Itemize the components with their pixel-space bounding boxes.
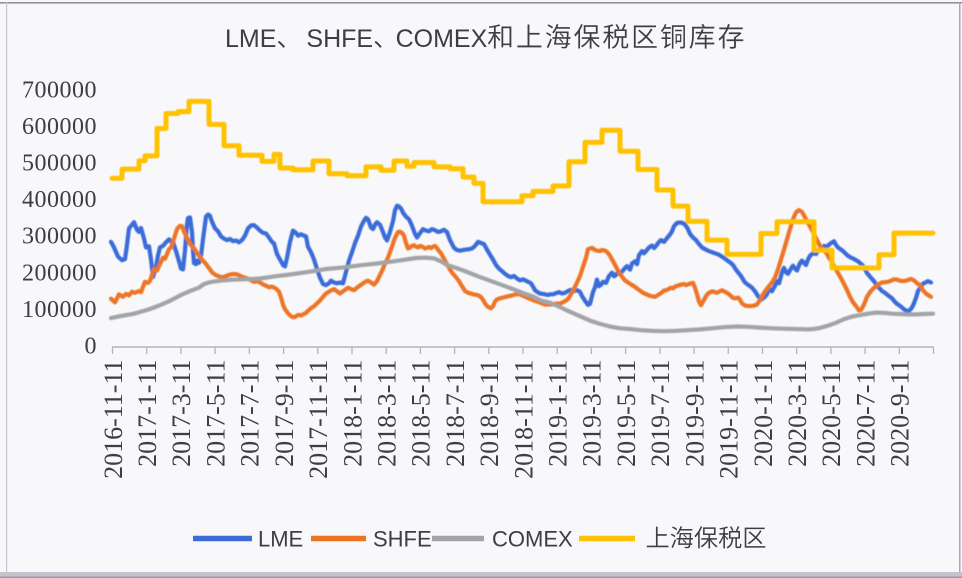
svg-text:SHFE: SHFE: [306, 25, 373, 53]
svg-text:100000: 100000: [22, 297, 97, 323]
svg-text:2020-1-11: 2020-1-11: [749, 360, 778, 467]
svg-text:2018-1-11: 2018-1-11: [338, 360, 367, 467]
svg-text:2016-11-11: 2016-11-11: [99, 360, 128, 479]
svg-text:2018-3-11: 2018-3-11: [373, 360, 402, 467]
svg-text:0: 0: [85, 334, 98, 360]
svg-text:400000: 400000: [22, 187, 97, 213]
svg-text:2017-5-11: 2017-5-11: [201, 360, 230, 467]
svg-text:700000: 700000: [22, 77, 97, 103]
svg-text:COMEX: COMEX: [396, 25, 488, 53]
svg-text:300000: 300000: [22, 224, 97, 250]
svg-text:LME: LME: [225, 25, 276, 53]
svg-text:2019-5-11: 2019-5-11: [612, 360, 641, 467]
svg-text:200000: 200000: [22, 260, 97, 286]
svg-text:2019-1-11: 2019-1-11: [544, 360, 573, 467]
svg-text:2019-9-11: 2019-9-11: [680, 360, 709, 467]
svg-text:600000: 600000: [22, 114, 97, 140]
svg-text:2019-3-11: 2019-3-11: [578, 360, 607, 467]
svg-text:2017-1-11: 2017-1-11: [133, 360, 162, 467]
svg-text:2020-5-11: 2020-5-11: [817, 360, 846, 467]
svg-text:2018-7-11: 2018-7-11: [441, 360, 470, 467]
svg-text:500000: 500000: [22, 151, 97, 177]
svg-text:COMEX: COMEX: [492, 527, 573, 552]
svg-text:2018-5-11: 2018-5-11: [407, 360, 436, 467]
svg-text:2019-7-11: 2019-7-11: [646, 360, 675, 467]
svg-text:2017-9-11: 2017-9-11: [270, 360, 299, 467]
svg-text:2017-11-11: 2017-11-11: [304, 360, 333, 479]
svg-text:2017-3-11: 2017-3-11: [167, 360, 196, 467]
svg-text:2019-11-11: 2019-11-11: [715, 360, 744, 479]
svg-text:2020-9-11: 2020-9-11: [886, 360, 915, 467]
svg-text:2018-11-11: 2018-11-11: [509, 360, 538, 479]
svg-text:LME: LME: [258, 527, 303, 552]
svg-text:2020-3-11: 2020-3-11: [783, 360, 812, 467]
svg-text:2017-7-11: 2017-7-11: [236, 360, 265, 467]
svg-text:SHFE: SHFE: [373, 527, 432, 552]
svg-text:2020-7-11: 2020-7-11: [851, 360, 880, 467]
svg-text:2018-9-11: 2018-9-11: [475, 360, 504, 467]
